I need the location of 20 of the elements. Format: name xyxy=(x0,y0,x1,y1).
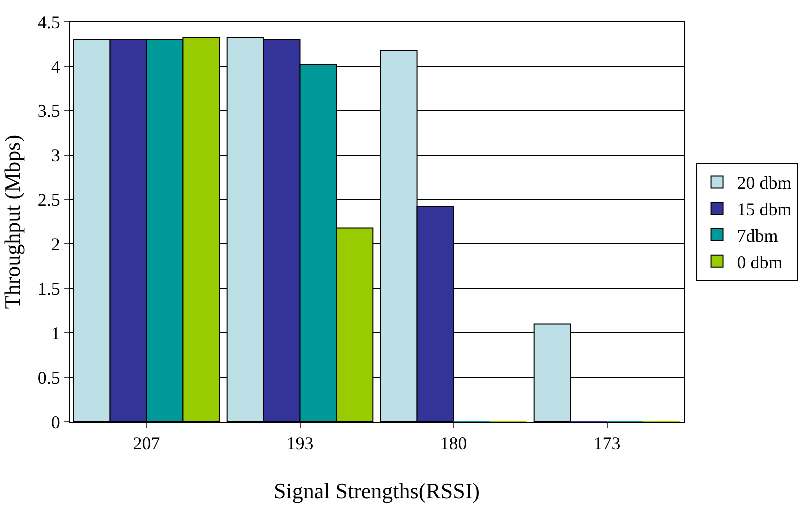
y-tick-label: 0.5 xyxy=(38,368,60,388)
legend-label: 7dbm xyxy=(737,226,778,246)
y-tick-label: 1.5 xyxy=(38,278,60,299)
x-tick-label: 207 xyxy=(133,434,160,454)
legend-label: 15 dbm xyxy=(737,200,792,220)
x-tick-label: 193 xyxy=(286,434,314,454)
y-tick-label: 3 xyxy=(51,146,60,166)
y-tick-label: 4 xyxy=(51,56,60,77)
y-tick-label: 4.5 xyxy=(38,12,60,32)
x-tick-label: 173 xyxy=(594,434,621,454)
y-tick-label: 3.5 xyxy=(38,101,60,122)
y-tick-label: 2 xyxy=(51,234,60,255)
y-tick-label: 0 xyxy=(51,412,60,432)
x-axis-title: Signal Strengths(RSSI) xyxy=(274,478,480,504)
y-tick-label: 1 xyxy=(51,323,60,344)
legend-label: 20 dbm xyxy=(737,173,792,194)
x-tick-label: 180 xyxy=(440,434,468,454)
legend-label: 0 dbm xyxy=(737,252,783,272)
y-axis-title: Throughput (Mbps) xyxy=(0,134,25,310)
y-tick-label: 2.5 xyxy=(38,190,60,210)
